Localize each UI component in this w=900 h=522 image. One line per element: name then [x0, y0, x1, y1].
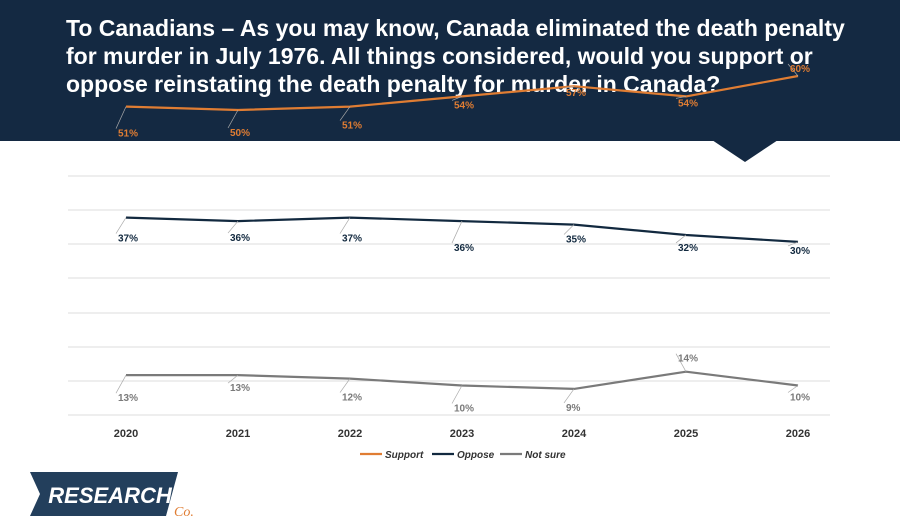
data-label: 10%: [790, 393, 810, 404]
data-label: 51%: [342, 121, 362, 132]
x-tick-label: 2025: [674, 428, 698, 440]
series-line-not-sure: [126, 370, 799, 390]
legend-label: Oppose: [457, 450, 495, 461]
data-label: 14%: [678, 354, 698, 365]
x-tick-label: 2024: [562, 428, 587, 440]
data-label-leader: [115, 374, 127, 394]
data-label: 54%: [454, 100, 474, 111]
data-label: 13%: [230, 383, 250, 394]
logo-banner-shape: [30, 472, 178, 516]
x-tick-label: 2021: [226, 428, 250, 440]
data-label: 32%: [678, 243, 698, 254]
data-label-leader: [787, 241, 799, 247]
data-label-leader: [451, 385, 463, 404]
data-label: 30%: [790, 246, 810, 257]
data-label: 51%: [118, 129, 138, 140]
x-tick-label: 2020: [114, 428, 138, 440]
data-label: 13%: [118, 393, 138, 404]
chart-title: To Canadians – As you may know, Canada e…: [66, 15, 845, 97]
data-label-leader: [115, 106, 127, 129]
logo-suffix: Co.: [174, 505, 194, 520]
data-label-leader: [675, 96, 687, 99]
data-label-leader: [787, 63, 799, 77]
data-label: 60%: [790, 64, 810, 75]
data-label-leader: [563, 224, 575, 235]
logo-word: RESEARCH: [48, 483, 173, 508]
data-label-leader: [227, 220, 239, 234]
data-label: 9%: [566, 403, 581, 414]
data-label-leader: [451, 96, 463, 101]
x-tick-label: 2026: [786, 428, 810, 440]
data-label-leader: [339, 217, 351, 234]
data-label: 37%: [342, 234, 362, 245]
data-label-leader: [339, 378, 351, 393]
data-label-leader: [227, 109, 239, 129]
data-label-leader: [563, 388, 575, 404]
data-label-leader: [787, 385, 799, 393]
data-label: 50%: [230, 128, 250, 139]
x-tick-label: 2022: [338, 428, 362, 440]
legend-label: Not sure: [525, 450, 566, 461]
data-label-leader: [339, 106, 351, 121]
data-label-leader: [675, 234, 687, 244]
research-co-logo: RESEARCH Co.: [30, 472, 194, 520]
banner-notch: [712, 140, 778, 162]
data-label-leader: [563, 85, 575, 89]
x-tick-label: 2023: [450, 428, 474, 440]
data-label: 57%: [566, 88, 586, 99]
data-label-leader: [227, 374, 239, 384]
data-label: 54%: [678, 98, 698, 109]
data-label: 37%: [118, 234, 138, 245]
legend-label: Support: [385, 450, 424, 461]
data-label: 36%: [230, 233, 250, 244]
data-label: 12%: [342, 393, 362, 404]
title-banner: [0, 0, 900, 141]
data-label: 36%: [454, 243, 474, 254]
data-label-leader: [115, 217, 127, 234]
data-label: 35%: [566, 235, 586, 246]
data-label-leader: [675, 353, 687, 372]
data-label-leader: [451, 220, 463, 244]
data-label: 10%: [454, 404, 474, 415]
